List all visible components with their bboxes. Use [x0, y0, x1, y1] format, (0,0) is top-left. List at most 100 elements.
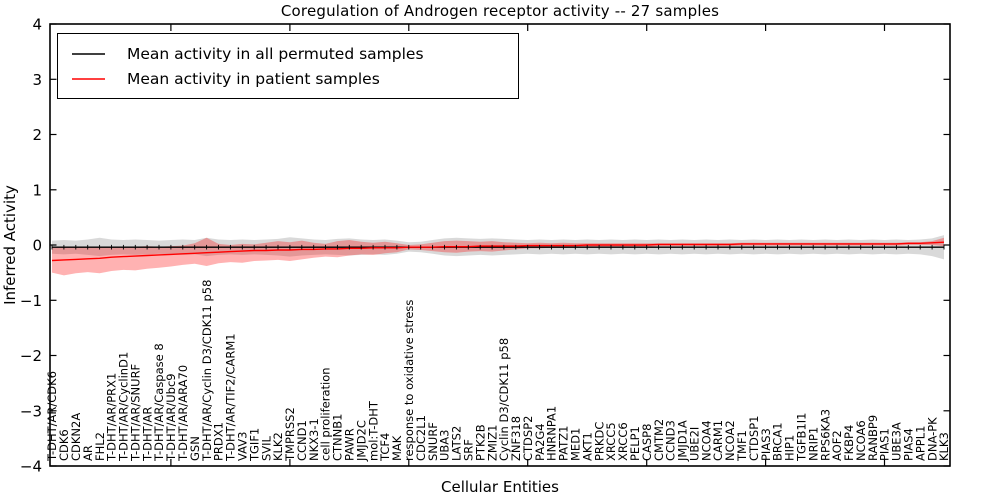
- legend-item-permuted: Mean activity in all permuted samples: [58, 45, 518, 63]
- x-tick-label: NCOA6: [854, 420, 868, 461]
- y-tick-labels: 4 3 2 1 0 −1 −2 −3 −4: [20, 16, 42, 476]
- x-tick-label: CASP8: [640, 424, 654, 461]
- y-axis-label: Inferred Activity: [1, 185, 19, 305]
- x-tick-label: PATZ1: [557, 426, 571, 461]
- x-tick-label: LATS2: [450, 426, 464, 461]
- x-tick-label: JMJD1A: [676, 420, 690, 462]
- x-tick-label: PELP1: [628, 426, 642, 461]
- x-tick-label: T-DHT/AR/Caspase 8: [152, 343, 166, 462]
- x-tick-label: AKT1: [580, 432, 594, 461]
- legend-item-patient: Mean activity in patient samples: [58, 70, 518, 88]
- x-tick-label: TGIF1: [247, 428, 261, 462]
- permuted-line-icon: [72, 52, 105, 55]
- line-patient: [51, 241, 945, 262]
- x-tick-label: CTDSP2: [521, 416, 535, 461]
- x-tick-label: ZMIZ1: [485, 425, 499, 461]
- x-tick-label: NRIP1: [806, 427, 820, 461]
- x-tick-label: cell proliferation: [319, 367, 333, 461]
- x-tick-label: T-DHT/AR/Ubc9: [164, 373, 178, 462]
- x-tick-label: T-DHT/AR/CyclinD1: [117, 352, 131, 462]
- x-tick-label: NCOA2: [723, 420, 737, 461]
- x-tick-label: PRDX1: [212, 422, 226, 461]
- y-tick-label: 4: [32, 16, 42, 34]
- x-tick-label: CDK6: [57, 429, 71, 461]
- x-tick-label: TCF4: [378, 433, 392, 462]
- x-tick-labels: T-DHT/AR/CDK6CDK6CDKN2AARFHL2T-DHT/AR/PR…: [45, 280, 951, 462]
- x-tick-label: ZNF318: [509, 416, 523, 461]
- x-tick-label: CCND3: [664, 420, 678, 461]
- x-tick-label: XRCC6: [616, 422, 630, 461]
- x-tick-label: T-DHT/AR/PRX1: [105, 373, 119, 462]
- x-tick-label: MED1: [569, 428, 583, 461]
- x-tick-label: RPS6KA3: [818, 409, 832, 461]
- x-tick-label: T-DHT/AR/Cyclin D3/CDK11 p58: [200, 280, 214, 462]
- x-tick-label: PAWR: [343, 428, 357, 461]
- x-tick-label: UBE2I: [687, 427, 701, 461]
- x-tick-label: PIAS4: [902, 428, 916, 461]
- x-tick-label: DNA-PK: [925, 417, 939, 461]
- x-tick-label: CMTM2: [652, 419, 666, 461]
- x-tick-label: BRCA1: [771, 422, 785, 461]
- line-markers: [51, 244, 945, 250]
- legend-label-patient: Mean activity in patient samples: [127, 69, 380, 88]
- x-tick-label: HIP1: [783, 435, 797, 461]
- y-tick-label: −3: [20, 402, 42, 420]
- x-tick-label: KLK3: [937, 432, 951, 461]
- patient-line-icon: [72, 77, 105, 80]
- x-tick-label: CARM1: [711, 420, 725, 461]
- x-tick-label: TMPRSS2: [283, 407, 297, 462]
- x-tick-label: T-DHT/AR/CDK6: [45, 371, 59, 462]
- y-tick-label: −4: [20, 458, 42, 476]
- x-tick-label: T-DHT/AR/TIF2/CARM1: [224, 333, 238, 462]
- x-tick-label: KLK2: [271, 432, 285, 461]
- x-tick-label: PTK2B: [473, 424, 487, 461]
- x-tick-label: PA2G4: [533, 423, 547, 461]
- x-axis-label: Cellular Entities: [441, 478, 559, 496]
- x-tick-label: T-DHT/AR/ARA70: [176, 365, 190, 462]
- x-tick-label: mol:T-DHT: [366, 400, 380, 461]
- y-tick-label: −1: [20, 292, 42, 310]
- x-tick-label: MAK: [390, 435, 404, 461]
- x-tick-label: FKBP4: [842, 425, 856, 461]
- x-tick-label: SRF: [462, 439, 476, 461]
- y-tick-label: 3: [32, 71, 42, 89]
- y-axis-ticks: [50, 23, 950, 467]
- x-tick-label: GSN: [188, 436, 202, 461]
- x-tick-label: RANBP9: [866, 415, 880, 461]
- legend: Mean activity in all permuted samples Me…: [57, 33, 519, 99]
- x-tick-label: VAV3: [236, 432, 250, 461]
- x-tick-label: NKX3-1: [307, 418, 321, 461]
- x-tick-label: TGFB1I1: [795, 413, 809, 462]
- x-tick-label: CTDSP1: [747, 416, 761, 461]
- x-tick-label: SVIL: [259, 435, 273, 461]
- y-tick-label: 1: [32, 181, 42, 199]
- x-tick-label: APPL1: [913, 426, 927, 461]
- x-tick-label: PRKDC: [592, 422, 606, 461]
- x-axis-ticks: [170, 24, 886, 466]
- chart-title: Coregulation of Androgen receptor activi…: [280, 2, 720, 20]
- legend-label-permuted: Mean activity in all permuted samples: [127, 44, 424, 63]
- x-tick-label: NCOA4: [699, 420, 713, 461]
- y-tick-label: 0: [32, 237, 42, 255]
- x-tick-label: T-DHT/AR: [140, 407, 154, 462]
- x-tick-label: TMF1: [735, 430, 749, 462]
- x-tick-label: PIAS3: [759, 428, 773, 461]
- x-tick-label: AOF2: [830, 430, 844, 461]
- y-tick-label: −2: [20, 347, 42, 365]
- x-tick-label: AR: [81, 445, 95, 461]
- x-tick-label: FHL2: [93, 432, 107, 461]
- x-tick-label: JMJD2C: [354, 420, 368, 462]
- x-tick-label: T-DHT/AR/SNURF: [129, 364, 143, 462]
- x-tick-label: CCND1: [295, 420, 309, 461]
- x-tick-label: UBA3: [438, 430, 452, 462]
- x-tick-label: UBE3A: [890, 422, 904, 461]
- x-tick-label: HNRNPA1: [545, 406, 559, 461]
- x-tick-label: XRCC5: [604, 422, 618, 461]
- x-tick-label: SNURF: [426, 422, 440, 461]
- x-tick-label: CDKN2A: [69, 413, 83, 461]
- x-tick-label: CTNNB1: [331, 414, 345, 461]
- x-tick-label: PIAS1: [878, 428, 892, 461]
- x-tick-label: response to oxidative stress: [402, 300, 416, 461]
- x-tick-label: Cyclin D3/CDK11 p58: [497, 338, 511, 461]
